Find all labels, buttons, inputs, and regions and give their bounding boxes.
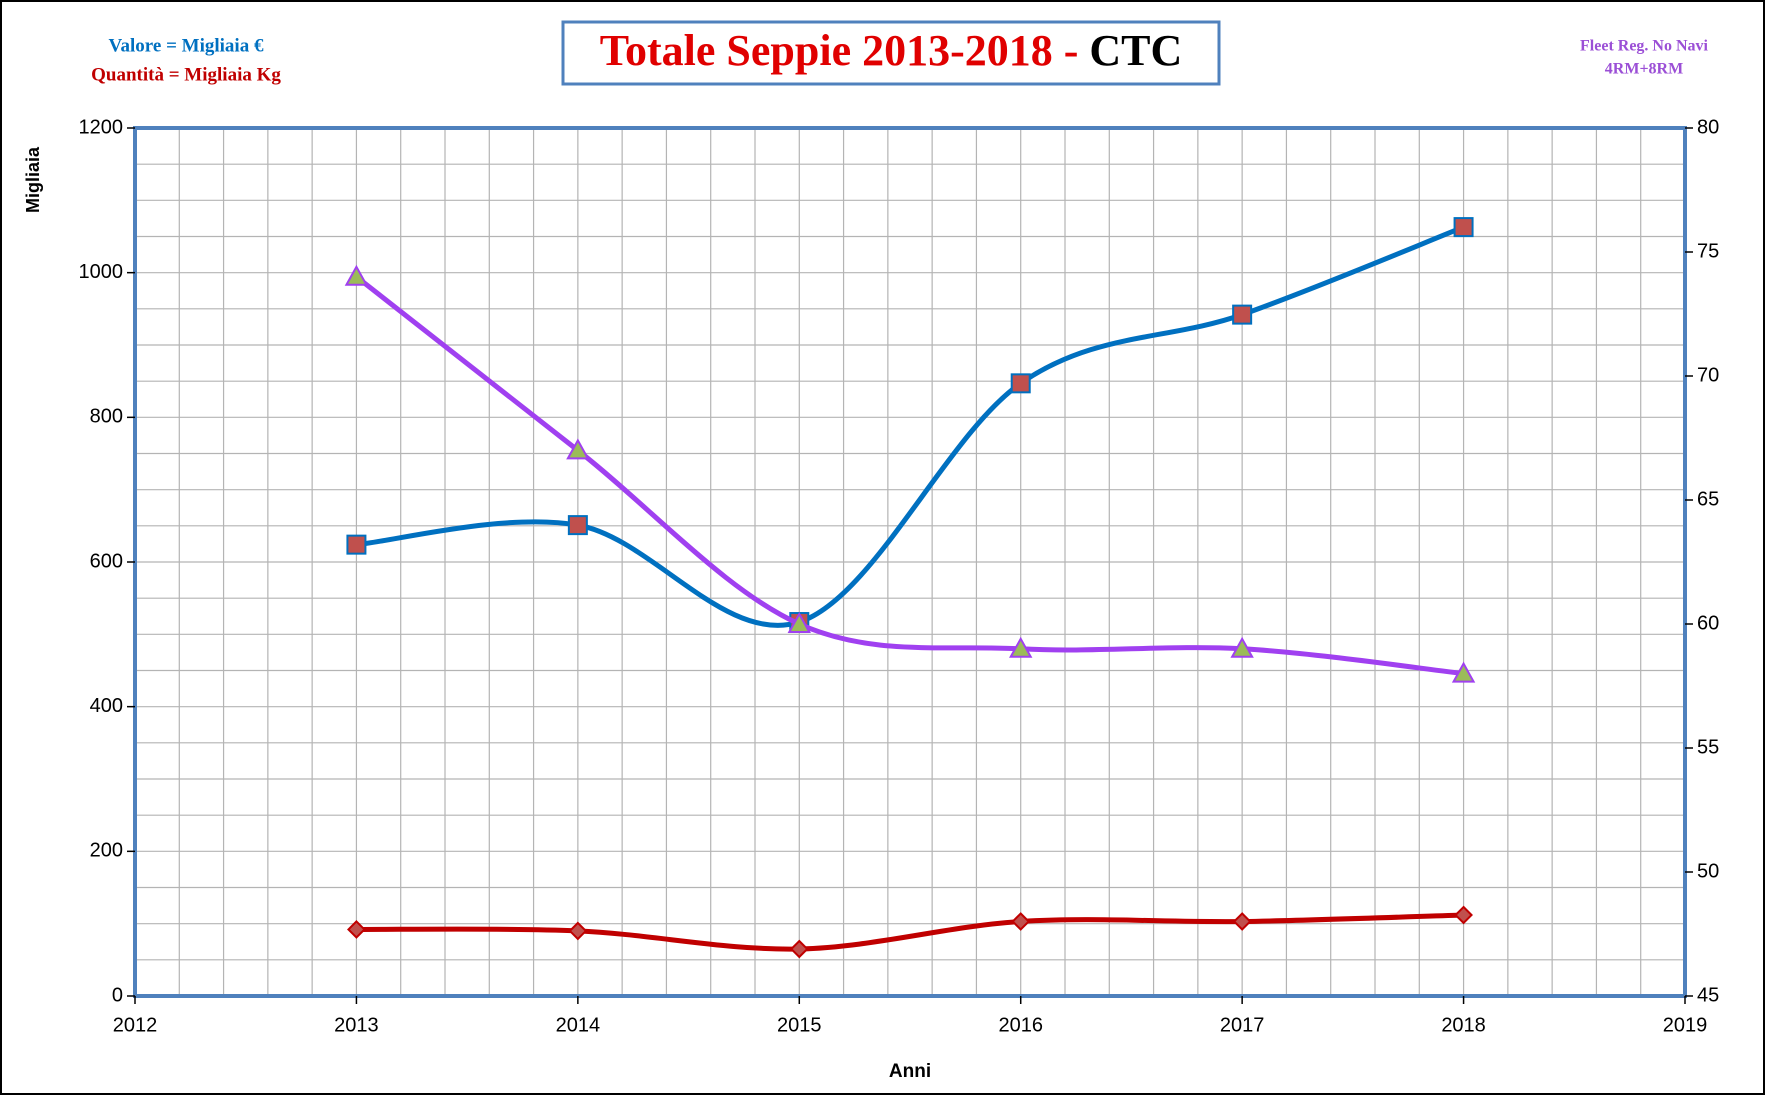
x-tick-label: 2012 bbox=[113, 1014, 158, 1036]
x-tick-label: 2018 bbox=[1441, 1014, 1486, 1036]
x-tick-label: 2017 bbox=[1220, 1014, 1265, 1036]
series-line bbox=[356, 224, 1465, 628]
x-axis-label: Anni bbox=[889, 1061, 931, 1082]
y-tick-label: 400 bbox=[90, 695, 123, 717]
point bbox=[347, 920, 366, 939]
y2-tick-label: 55 bbox=[1697, 736, 1719, 758]
x-tick-label: 2014 bbox=[556, 1014, 601, 1036]
y-axis-label: Migliaia bbox=[23, 146, 43, 213]
title-part: Totale Seppie 2013-2018 - bbox=[600, 26, 1090, 75]
point bbox=[1009, 636, 1033, 658]
y-tick-label: 600 bbox=[90, 550, 123, 572]
series-line bbox=[354, 274, 1464, 677]
point bbox=[1011, 912, 1031, 931]
x-tick-label: 2019 bbox=[1663, 1014, 1708, 1036]
point bbox=[787, 611, 811, 633]
y2-tick-label: 45 bbox=[1697, 984, 1719, 1006]
annotation: 4RM+8RM bbox=[1605, 61, 1683, 78]
x-tick-label: 2013 bbox=[334, 1014, 379, 1036]
annotation: Fleet Reg. No Navi bbox=[1580, 38, 1709, 55]
y2-tick-label: 50 bbox=[1697, 860, 1719, 882]
point bbox=[346, 534, 367, 555]
point bbox=[1454, 905, 1473, 925]
x-tick-label: 2015 bbox=[777, 1014, 822, 1036]
x-tick-label: 2016 bbox=[998, 1014, 1043, 1036]
y2-tick-label: 75 bbox=[1697, 240, 1719, 262]
point bbox=[1010, 373, 1031, 394]
y-tick-label: 1200 bbox=[79, 116, 124, 138]
point bbox=[789, 939, 809, 959]
annotation: Quantità = Migliaia Kg bbox=[91, 64, 281, 85]
y2-tick-label: 70 bbox=[1697, 364, 1719, 386]
y-tick-label: 1000 bbox=[79, 261, 124, 283]
point bbox=[568, 921, 588, 941]
series-line bbox=[356, 912, 1464, 952]
point bbox=[566, 438, 590, 460]
point bbox=[1230, 636, 1254, 658]
point bbox=[567, 515, 588, 536]
point bbox=[1232, 304, 1253, 325]
y-tick-label: 200 bbox=[90, 840, 123, 862]
y2-tick-label: 65 bbox=[1697, 488, 1719, 510]
point bbox=[1232, 912, 1252, 931]
point bbox=[1451, 661, 1476, 683]
y-tick-label: 800 bbox=[90, 406, 123, 428]
y2-tick-label: 60 bbox=[1697, 612, 1719, 634]
point bbox=[344, 264, 369, 286]
title-part: CTC bbox=[1089, 26, 1182, 75]
annotation: Valore = Migliaia € bbox=[109, 35, 264, 56]
y-tick-label: 0 bbox=[112, 984, 123, 1006]
title-box bbox=[561, 20, 1221, 86]
y2-tick-label: 80 bbox=[1697, 116, 1719, 138]
chart-title: Totale Seppie 2013-2018 - CTC bbox=[600, 26, 1183, 75]
point bbox=[1453, 217, 1474, 238]
